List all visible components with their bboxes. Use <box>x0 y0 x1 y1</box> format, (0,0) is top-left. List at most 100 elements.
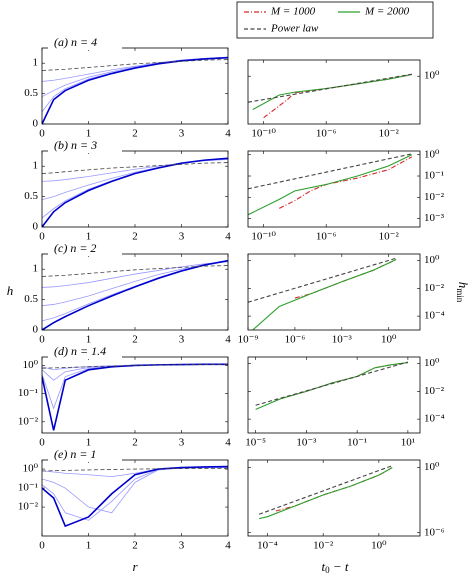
x-tick-label: 10⁻⁶ <box>316 128 337 140</box>
series-line <box>42 261 228 288</box>
y-tick-label: 0.5 <box>24 87 38 99</box>
x-tick-label: 2 <box>132 540 138 552</box>
x-tick-label: 10⁻¹⁰ <box>251 231 276 243</box>
x-tick-label: 0 <box>39 231 45 243</box>
x-tick-label: 10⁻⁴ <box>257 540 278 552</box>
x-tick-label: 1 <box>86 231 92 243</box>
x-tick-label: 4 <box>225 231 231 243</box>
chart-title: (b) n = 3 <box>54 138 97 152</box>
y-tick-label: 10⁰ <box>424 70 440 82</box>
y-tick-label: 0.5 <box>24 293 38 305</box>
x-tick-label: 1 <box>86 128 92 140</box>
y-tick-label: 0 <box>33 221 39 233</box>
chart-title: (a) n = 4 <box>54 35 97 49</box>
x-tick-label: 10⁻² <box>313 540 334 552</box>
series-line <box>42 56 228 97</box>
series-line <box>42 56 228 113</box>
y-tick-label: 10⁰ <box>424 461 440 473</box>
y-tick-label: 10⁻² <box>424 191 445 203</box>
x-tick-label: 2 <box>132 128 138 140</box>
x-tick-label: 1 <box>86 437 92 449</box>
y-tick-label: 0.5 <box>24 190 38 202</box>
series-line <box>294 259 397 299</box>
y-tick-label: 1 <box>33 160 39 172</box>
x-tick-label: 10¹ <box>401 437 415 449</box>
title-bg <box>48 242 122 256</box>
series-line <box>258 465 393 515</box>
series-line <box>252 259 397 330</box>
plot-frame <box>247 356 421 434</box>
y-tick-label: 10⁻² <box>18 501 39 513</box>
label-rest: − t <box>330 559 349 574</box>
series-line <box>42 363 228 431</box>
series-line <box>42 265 228 277</box>
x2-axis-label: t0 − t <box>321 559 348 575</box>
y-tick-label: 0 <box>33 324 39 336</box>
x-tick-label: 4 <box>225 334 231 346</box>
series-line <box>42 162 228 174</box>
series-line <box>42 260 228 307</box>
series-line <box>258 467 393 520</box>
x-tick-label: 10⁰ <box>371 540 387 552</box>
x-tick-label: 3 <box>179 540 185 552</box>
y-tick-label: 10⁻¹ <box>18 482 38 494</box>
plot-frame <box>41 47 229 125</box>
series-line <box>42 157 228 227</box>
series-line <box>42 467 228 478</box>
y-tick-label: 10⁻² <box>424 385 445 397</box>
title-bg <box>48 139 122 153</box>
x-tick-label: 10⁻¹⁰ <box>251 128 276 140</box>
label-main: t <box>321 559 325 574</box>
y-tick-label: 1 <box>33 263 39 275</box>
x-tick-label: 4 <box>225 437 231 449</box>
series-line <box>42 159 228 182</box>
x-tick-label: 10⁻⁵ <box>245 437 266 449</box>
x-tick-label: 10⁰ <box>381 334 397 346</box>
y-tick-label: 10⁻¹ <box>424 170 444 182</box>
y-tick-label: 10⁰ <box>23 463 39 475</box>
series-line <box>255 361 408 410</box>
y-tick-label: 10⁻⁶ <box>424 526 445 538</box>
legend-label: M = 1000 <box>270 6 316 18</box>
x-tick-label: 10⁻⁶ <box>285 334 306 346</box>
x-axis-label: r <box>132 559 138 574</box>
series-line <box>248 153 412 190</box>
y-tick-label: 0 <box>33 118 39 130</box>
series-line <box>42 467 228 472</box>
y-tick-label: 10⁻⁴ <box>424 310 445 322</box>
x-tick-label: 10⁻³ <box>296 437 317 449</box>
x-tick-label: 1 <box>86 540 92 552</box>
plot-frame <box>41 150 229 228</box>
y-tick-label: 10⁰ <box>424 148 440 160</box>
series-line <box>248 154 413 216</box>
series-line <box>255 361 409 406</box>
x-tick-label: 0 <box>39 437 45 449</box>
legend-box <box>236 1 434 39</box>
x-tick-label: 10⁻² <box>379 128 400 140</box>
series-line <box>42 259 228 330</box>
series-line <box>248 257 397 303</box>
y-tick-label: 10⁰ <box>424 254 440 266</box>
title-bg <box>48 345 122 359</box>
y-axis-label: h <box>7 283 14 298</box>
legend-label: Power law <box>270 23 319 35</box>
label-sub: min <box>455 288 465 303</box>
x-tick-label: 10⁻³ <box>332 334 353 346</box>
x-tick-label: 2 <box>132 437 138 449</box>
y-tick-label: 10⁰ <box>23 359 39 371</box>
series-line <box>42 465 228 528</box>
x-tick-label: 0 <box>39 334 45 346</box>
x-tick-label: 1 <box>86 334 92 346</box>
chart-title: (e) n = 1 <box>54 447 96 461</box>
x-tick-label: 4 <box>225 540 231 552</box>
plot-frame <box>41 459 229 537</box>
series-line <box>252 73 412 111</box>
title-bg <box>48 36 122 50</box>
series-line <box>248 73 412 103</box>
plot-frame <box>41 253 229 331</box>
series-line <box>275 467 393 512</box>
y-tick-label: 1 <box>33 57 39 69</box>
label-main: h <box>456 282 471 289</box>
x-tick-label: 3 <box>179 437 185 449</box>
